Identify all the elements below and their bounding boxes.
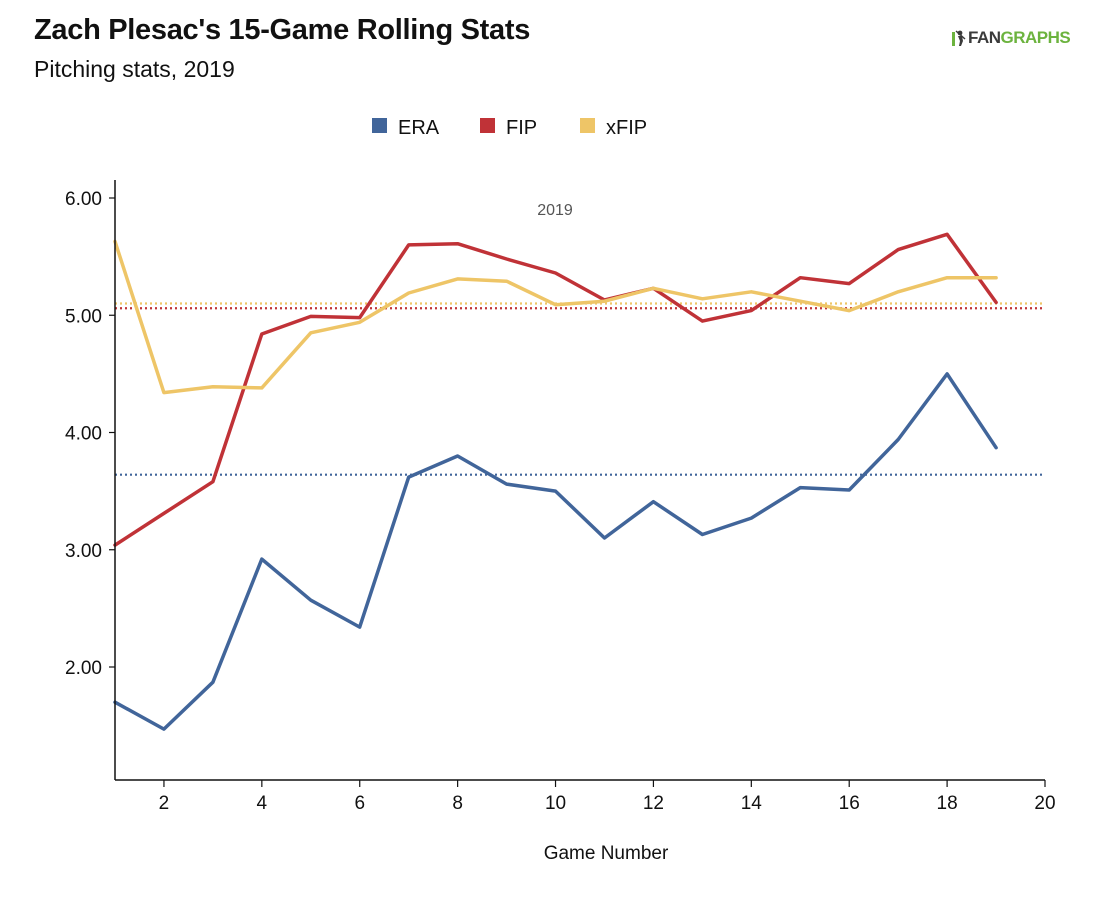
x-tick-label: 10 <box>545 793 566 814</box>
y-tick-label: 5.00 <box>65 306 102 327</box>
x-tick-label: 6 <box>354 793 365 814</box>
y-tick-label: 3.00 <box>65 541 102 562</box>
y-tick-label: 4.00 <box>65 424 102 445</box>
x-tick-label: 12 <box>643 793 664 814</box>
series-line-xfip <box>113 239 998 395</box>
brand-fan: FAN <box>968 28 1001 47</box>
fangraphs-logo: FAN GRAPHS <box>952 28 1071 48</box>
legend: ERA FIP xFIP <box>372 117 647 139</box>
legend-item-fip[interactable]: FIP <box>480 117 537 139</box>
y-tick-label: 6.00 <box>65 189 102 210</box>
series-lines <box>113 232 998 731</box>
x-tick-label: 8 <box>452 793 463 814</box>
season-annotation: 2019 <box>537 202 573 219</box>
legend-label: xFIP <box>606 117 647 139</box>
legend-swatch <box>580 118 595 133</box>
x-axis-label: Game Number <box>544 843 669 864</box>
series-line-fip <box>113 232 998 547</box>
x-tick-label: 16 <box>839 793 860 814</box>
x-tick-label: 2 <box>159 793 170 814</box>
brand-graphs: GRAPHS <box>1000 28 1071 47</box>
x-tick-label: 18 <box>937 793 958 814</box>
x-tick-label: 14 <box>741 793 763 814</box>
axes: 2.00 3.00 4.00 5.00 6.00 2 4 6 8 10 12 14 16 18 20 <box>65 180 1056 814</box>
legend-label: FIP <box>506 117 537 139</box>
legend-label: ERA <box>398 117 440 139</box>
legend-item-era[interactable]: ERA <box>372 117 440 139</box>
legend-swatch <box>372 118 387 133</box>
y-tick-label: 2.00 <box>65 658 102 679</box>
batter-icon <box>952 30 966 46</box>
chart-title: Zach Plesac's 15-Game Rolling Stats <box>34 14 531 46</box>
x-tick-label: 4 <box>257 793 268 814</box>
legend-swatch <box>480 118 495 133</box>
series-line-era <box>113 372 998 731</box>
x-tick-label: 20 <box>1034 793 1055 814</box>
chart-subtitle: Pitching stats, 2019 <box>34 56 235 82</box>
legend-item-xfip[interactable]: xFIP <box>580 117 647 139</box>
